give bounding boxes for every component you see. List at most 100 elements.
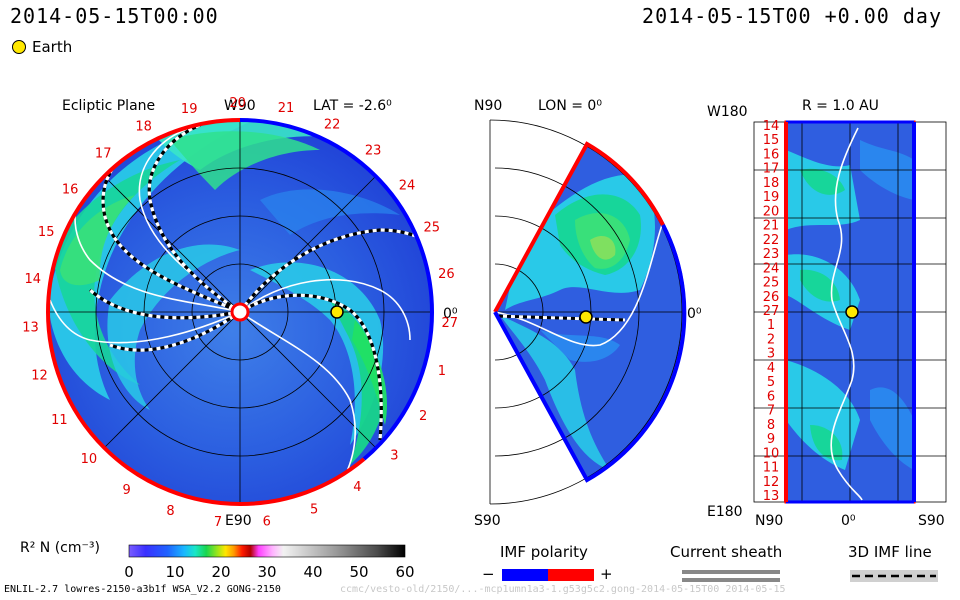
rotation-number: 8 (166, 504, 174, 519)
radial-row-label: 11 (763, 461, 780, 476)
rotation-number: 3 (390, 448, 398, 463)
radial-r-label: R = 1.0 AU (802, 98, 879, 114)
footer-run-id: ccmc/vesto-old/2150/...-mcp1umn1a3-1.g53… (340, 584, 786, 595)
rotation-number: 11 (51, 413, 68, 428)
earth-legend: Earth (12, 38, 72, 56)
ecliptic-title: Ecliptic Plane (62, 98, 155, 114)
rotation-number: 19 (181, 102, 198, 117)
rotation-number: 14 (25, 272, 42, 287)
rotation-number: 17 (95, 147, 112, 162)
radial-row-label: 7 (767, 404, 775, 419)
rotation-number: 23 (365, 144, 382, 159)
meridional-lon-label: LON = 0⁰ (538, 98, 602, 114)
rotation-number: 6 (263, 514, 271, 529)
colorbar-tick: 20 (211, 563, 231, 581)
footer-model-info: ENLIL-2.7 lowres-2150-a3b1f WSA_V2.2 GON… (4, 584, 281, 595)
meridional-top-label: N90 (474, 98, 502, 114)
ecliptic-top-label: W90 (224, 98, 256, 114)
radial-row-label: 12 (763, 475, 780, 490)
imf-plus-label: + (600, 565, 613, 583)
rotation-number: 21 (278, 101, 295, 116)
meridional-plot: N90 LON = 0⁰ S90 0⁰ (474, 98, 702, 529)
radial-row-label: 14 (763, 119, 780, 134)
radial-row-label: 8 (767, 418, 775, 433)
rotation-number: 22 (324, 117, 341, 132)
colorbar-tick: 10 (165, 563, 185, 581)
radial-row-label: 20 (763, 204, 780, 219)
rotation-number: 18 (135, 119, 152, 134)
radial-row-label: 13 (763, 489, 780, 504)
radial-row-label: 3 (767, 347, 775, 362)
radial-row-label: 16 (763, 148, 780, 163)
earth-marker-icon (845, 305, 859, 319)
imf3d-line-legend (850, 570, 938, 582)
current-sheath-title: Current sheath (670, 543, 783, 561)
radial-row-label: 23 (763, 247, 780, 262)
earth-marker-icon (12, 40, 26, 54)
rotation-number: 13 (22, 321, 39, 336)
rotation-number-labels: 19 20 212223242526271234567891011121314151… (22, 96, 458, 530)
imf-minus-label: − (482, 565, 495, 583)
radial-row-labels: 1415161718192021222324252627123456789101… (763, 119, 780, 504)
rotation-number: 10 (81, 452, 98, 467)
earth-marker-icon (579, 310, 593, 324)
rotation-number: 1 (438, 364, 446, 379)
ecliptic-plot: Ecliptic Plane W90 LAT = -2.6⁰ E90 0⁰ 19… (22, 96, 458, 530)
imf-polarity-title: IMF polarity (500, 543, 588, 561)
sun-marker-icon (230, 302, 250, 322)
radial-row-label: 26 (763, 290, 780, 305)
radial-row-label: 25 (763, 276, 780, 291)
radial-map-plot: R = 1.0 AU W180 E180 N90 0⁰ S90 14151617… (707, 98, 947, 529)
current-sheath-legend (682, 570, 780, 582)
rotation-number: 4 (353, 480, 361, 495)
radial-bottom-left-label: E180 (707, 504, 743, 520)
radial-row-label: 1 (767, 318, 775, 333)
radial-row-label: 21 (763, 219, 780, 234)
earth-marker-icon (330, 305, 344, 319)
radial-row-label: 6 (767, 389, 775, 404)
radial-row-label: 19 (763, 190, 780, 205)
radial-bottom-n-label: N90 (755, 513, 783, 529)
radial-row-label: 27 (763, 304, 780, 319)
rotation-number: 5 (310, 503, 318, 518)
radial-bottom-zero-label: 0⁰ (841, 513, 856, 529)
colorbar-tick: 60 (395, 563, 415, 581)
ecliptic-right-label: 0⁰ (443, 306, 458, 322)
rotation-number: 12 (31, 369, 48, 384)
radial-row-label: 4 (767, 361, 775, 376)
radial-row-label: 15 (763, 133, 780, 148)
rotation-number: 9 (123, 483, 131, 498)
radial-row-label: 5 (767, 375, 775, 390)
rotation-number: 27 (442, 316, 459, 331)
radial-row-label: 18 (763, 176, 780, 191)
radial-row-label: 22 (763, 233, 780, 248)
imf3d-title: 3D IMF line (848, 543, 932, 561)
time-label-right: 2014-05-15T00 +0.00 day (642, 4, 942, 28)
meridional-bottom-label: S90 (474, 513, 501, 529)
radial-row-label: 24 (763, 261, 780, 276)
ecliptic-lat-label: LAT = -2.6⁰ (313, 98, 392, 114)
colorbar-tick: 0 (124, 563, 134, 581)
meridional-right-label: 0⁰ (687, 306, 702, 322)
radial-row-label: 2 (767, 333, 775, 348)
imf-polarity-legend (502, 569, 594, 581)
rotation-number: 26 (438, 267, 455, 282)
rotation-number: 7 (214, 515, 222, 530)
colorbar-tick: 30 (257, 563, 277, 581)
radial-top-left-label: W180 (707, 104, 748, 120)
radial-row-label: 17 (763, 162, 780, 177)
rotation-number: 20 (229, 96, 246, 111)
rotation-number: 16 (62, 183, 79, 198)
colorbar-tick: 50 (349, 563, 369, 581)
rotation-number: 25 (424, 221, 441, 236)
rotation-number: 24 (399, 179, 416, 194)
rotation-number: 2 (419, 409, 427, 424)
radial-row-label: 9 (767, 432, 775, 447)
earth-legend-label: Earth (32, 38, 73, 56)
radial-bottom-s-label: S90 (918, 513, 945, 529)
time-label-left: 2014-05-15T00:00 (10, 4, 219, 28)
radial-row-label: 10 (763, 446, 780, 461)
rotation-number: 15 (38, 225, 55, 240)
density-colorbar (128, 544, 406, 558)
